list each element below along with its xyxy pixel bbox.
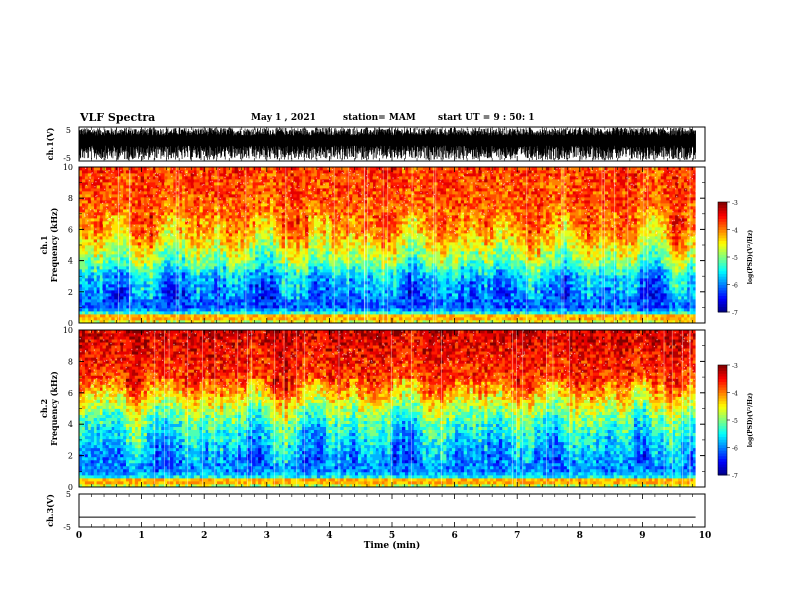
ch1-y-tick-label: 0 [68, 319, 73, 328]
ch2-y-axis-label: Frequency (kHz) [49, 371, 59, 446]
colorbar-tick-label: -5 [732, 255, 738, 262]
ch2-colorbar [718, 365, 727, 476]
colorbar-tick-label: -3 [732, 363, 738, 370]
ch2-spectrogram-image [79, 330, 705, 488]
ch1-y-tick-label: 8 [68, 194, 73, 203]
x-axis-label: Time (min) [364, 540, 421, 551]
ch1-colorbar [718, 202, 727, 313]
ch1-y-tick-label: 10 [63, 163, 73, 172]
date-label: May 1 , 2021 [251, 113, 316, 123]
ch2-y-tick-label: 6 [68, 389, 73, 398]
x-tick-label: 1 [138, 531, 144, 541]
ch1-y-tick-label: 2 [68, 288, 73, 297]
x-tick-label: 2 [201, 531, 207, 541]
x-tick-label: 0 [76, 531, 82, 541]
x-tick-label: 8 [577, 531, 583, 541]
ch2-y-tick-label: 0 [68, 483, 73, 492]
x-tick-label: 7 [514, 531, 520, 541]
x-tick-label: 9 [639, 531, 645, 541]
colorbar-tick-label: -4 [732, 391, 738, 398]
colorbar-tick-label: -5 [732, 418, 738, 425]
colorbar-tick-label: -6 [732, 446, 738, 453]
x-tick-label: 3 [264, 531, 270, 541]
station-label: station= MAM [343, 113, 416, 123]
ch1-y-tick-label: 4 [68, 257, 73, 266]
colorbar-tick-label: -3 [732, 200, 738, 207]
colorbar-tick-label: -4 [732, 228, 738, 235]
colorbar-label: log(PSD)(V²/Hz) [747, 230, 754, 285]
chart-title: VLF Spectra [80, 111, 156, 124]
colorbar-label: log(PSD)(V²/Hz) [747, 393, 754, 448]
colorbar-tick-label: -6 [732, 283, 738, 290]
start-time-label: start UT = 9 : 50: 1 [438, 113, 535, 123]
ch2-y-tick-label: 10 [63, 326, 73, 335]
ch2-y-tick-label: 8 [68, 357, 73, 366]
x-tick-label: 4 [326, 531, 332, 541]
ch1-y-tick-label: -5 [63, 154, 71, 163]
ch1-y-tick-label: 5 [66, 126, 71, 135]
x-tick-label: 10 [699, 531, 712, 541]
ch1-y-tick-label: 6 [68, 225, 73, 234]
ch1-spectrogram-image [79, 167, 705, 324]
ch1-y-axis-label: ch.1(V) [45, 127, 55, 160]
ch1-channel-label: ch.1 [39, 235, 49, 254]
ch2-channel-label: ch.2 [39, 399, 49, 418]
ch2-y-tick-label: 4 [68, 420, 73, 429]
ch2-y-tick-label: 2 [68, 452, 73, 461]
ch1-y-axis-label: Frequency (kHz) [49, 207, 59, 282]
ch1-voltage-trace [78, 127, 696, 160]
ch3-y-tick-label: 5 [66, 490, 71, 499]
colorbar-tick-label: -7 [732, 473, 738, 480]
ch3-y-tick-label: -5 [63, 523, 71, 532]
colorbar-tick-label: -7 [732, 310, 738, 317]
x-tick-label: 5 [389, 531, 395, 541]
ch3-y-axis-label: ch.3(V) [45, 494, 55, 527]
x-tick-label: 6 [451, 531, 457, 541]
